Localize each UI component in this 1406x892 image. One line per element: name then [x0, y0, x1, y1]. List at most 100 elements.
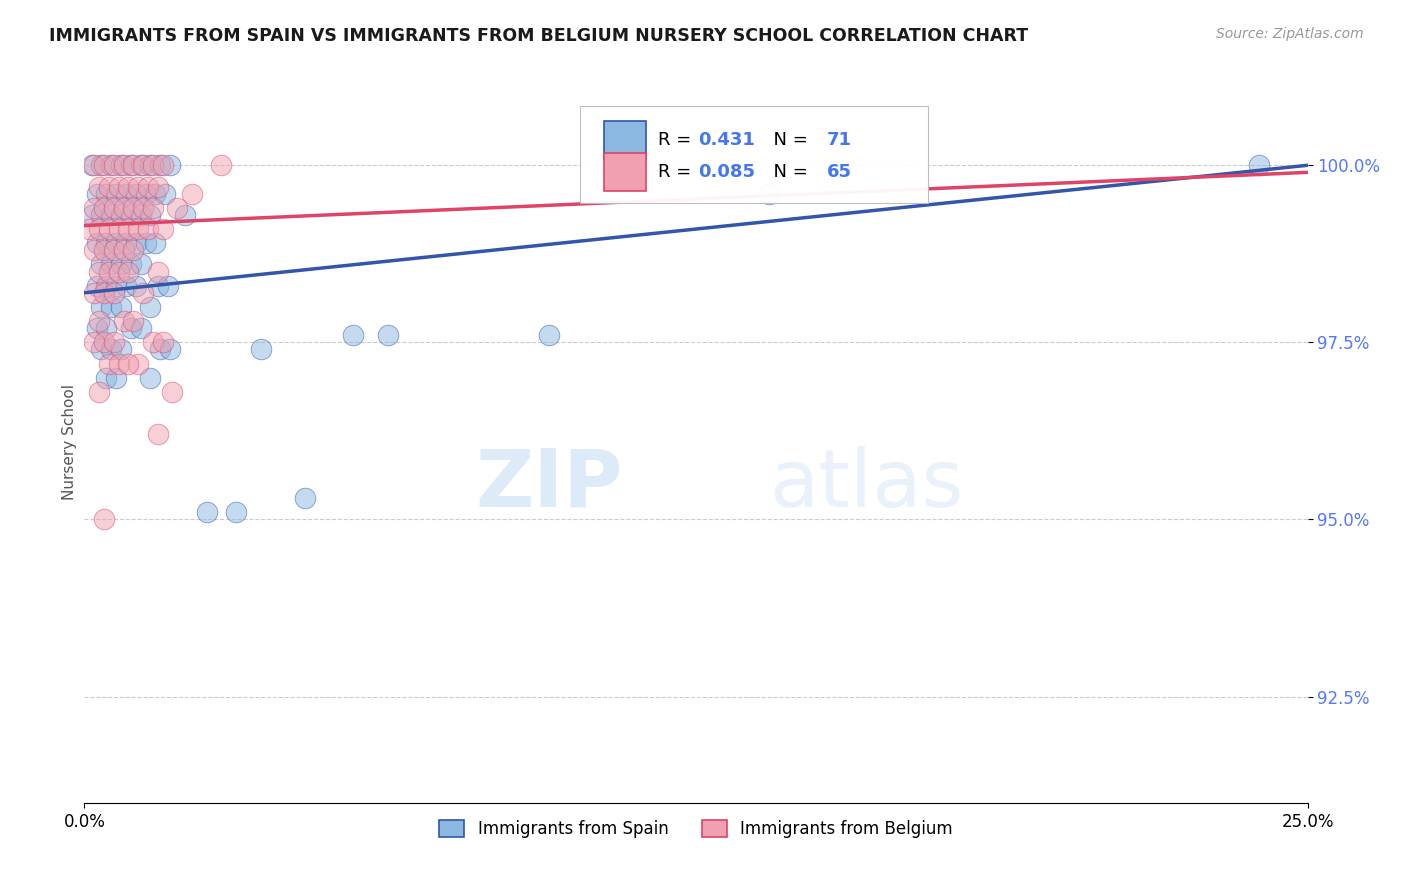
Point	[87, 179, 110, 194]
Point	[181, 186, 204, 201]
Point	[153, 186, 176, 201]
Point	[377, 328, 399, 343]
Point	[107, 357, 129, 371]
Point	[97, 179, 120, 194]
Text: ZIP: ZIP	[475, 446, 623, 524]
Point	[105, 371, 128, 385]
Point	[120, 257, 142, 271]
Text: R =: R =	[658, 163, 697, 181]
Point	[120, 208, 142, 222]
Point	[112, 244, 135, 258]
Point	[135, 186, 157, 201]
Point	[86, 186, 108, 201]
Point	[139, 300, 162, 314]
Point	[538, 328, 561, 343]
Point	[93, 512, 115, 526]
Point	[136, 179, 159, 194]
Point	[97, 264, 120, 278]
Point	[127, 222, 149, 236]
Point	[110, 208, 132, 222]
Point	[249, 343, 271, 357]
Point	[758, 186, 780, 201]
Text: 0.085: 0.085	[699, 163, 755, 181]
Point	[86, 236, 108, 251]
Point	[294, 491, 316, 506]
Point	[77, 222, 100, 236]
Point	[110, 158, 132, 172]
Point	[105, 186, 128, 201]
Point	[103, 335, 125, 350]
Point	[117, 357, 139, 371]
Point	[96, 371, 118, 385]
Point	[143, 186, 166, 201]
Y-axis label: Nursery School: Nursery School	[62, 384, 77, 500]
Point	[152, 335, 174, 350]
Point	[110, 300, 132, 314]
Point	[152, 158, 174, 172]
Legend: Immigrants from Spain, Immigrants from Belgium: Immigrants from Spain, Immigrants from B…	[433, 814, 959, 845]
Point	[146, 427, 169, 442]
Point	[103, 158, 125, 172]
Point	[129, 208, 152, 222]
Point	[80, 158, 103, 172]
Point	[139, 371, 162, 385]
Point	[93, 244, 115, 258]
Point	[96, 236, 118, 251]
Point	[139, 158, 162, 172]
Point	[143, 236, 166, 251]
Point	[129, 158, 152, 172]
Point	[117, 264, 139, 278]
Point	[120, 321, 142, 335]
Point	[122, 201, 145, 215]
Point	[107, 179, 129, 194]
Point	[132, 201, 155, 215]
Point	[97, 357, 120, 371]
Point	[83, 158, 105, 172]
Text: IMMIGRANTS FROM SPAIN VS IMMIGRANTS FROM BELGIUM NURSERY SCHOOL CORRELATION CHAR: IMMIGRANTS FROM SPAIN VS IMMIGRANTS FROM…	[49, 27, 1028, 45]
Point	[146, 179, 169, 194]
Point	[135, 236, 157, 251]
Point	[110, 343, 132, 357]
Point	[107, 264, 129, 278]
Point	[80, 208, 103, 222]
Point	[112, 314, 135, 328]
Point	[112, 158, 135, 172]
Point	[83, 201, 105, 215]
Point	[115, 278, 138, 293]
Text: N =: N =	[762, 163, 814, 181]
Point	[125, 278, 148, 293]
Point	[122, 244, 145, 258]
Point	[90, 257, 112, 271]
Point	[122, 314, 145, 328]
Point	[87, 314, 110, 328]
Text: 65: 65	[827, 163, 852, 181]
FancyBboxPatch shape	[579, 105, 928, 203]
Point	[132, 158, 155, 172]
Point	[129, 321, 152, 335]
Point	[90, 208, 112, 222]
Text: R =: R =	[658, 131, 697, 149]
Point	[90, 158, 112, 172]
Point	[159, 158, 181, 172]
Point	[127, 357, 149, 371]
Point	[342, 328, 364, 343]
Point	[103, 201, 125, 215]
Point	[115, 186, 138, 201]
Point	[142, 158, 165, 172]
Point	[127, 179, 149, 194]
Text: atlas: atlas	[769, 446, 963, 524]
Point	[105, 236, 128, 251]
Point	[90, 300, 112, 314]
Point	[120, 158, 142, 172]
Point	[83, 335, 105, 350]
Point	[107, 222, 129, 236]
Point	[96, 186, 118, 201]
Point	[100, 343, 122, 357]
Point	[152, 222, 174, 236]
Point	[97, 222, 120, 236]
Point	[142, 335, 165, 350]
Point	[96, 278, 118, 293]
Point	[83, 285, 105, 300]
Point	[142, 201, 165, 215]
Point	[209, 158, 232, 172]
